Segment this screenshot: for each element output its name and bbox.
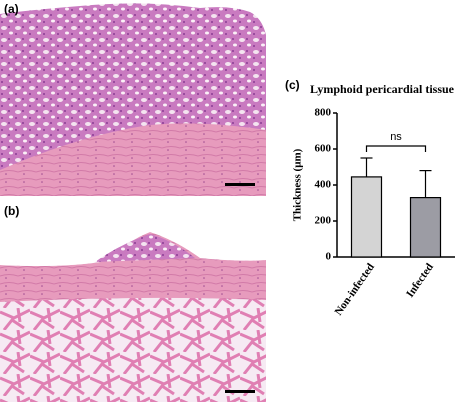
histology-a: [0, 0, 266, 196]
y-axis-title: Thickness (μm): [292, 148, 304, 221]
annotation: ns: [390, 131, 402, 143]
y-tick-label: 0: [326, 251, 332, 263]
x-tick-label: Non-infected: [332, 261, 377, 317]
y-tick-label: 200: [315, 215, 332, 227]
y-tick-label: 800: [315, 107, 332, 119]
panel-label: (c): [285, 78, 300, 92]
y-tick-label: 400: [315, 179, 332, 191]
panel-label: (b): [4, 204, 19, 218]
histology-b: [0, 200, 266, 402]
chart-title: Lymphoid pericardial tissue: [310, 82, 455, 96]
bar-chart: 0 200 400 600 800 Non-infected Infected ns: [315, 107, 455, 318]
panel-label: (a): [4, 2, 19, 16]
significance-bracket: [365, 145, 427, 152]
x-tick-label: Infected: [404, 261, 436, 299]
y-tick-label: 600: [315, 143, 332, 155]
bar: [350, 176, 383, 258]
bar: [409, 197, 442, 258]
